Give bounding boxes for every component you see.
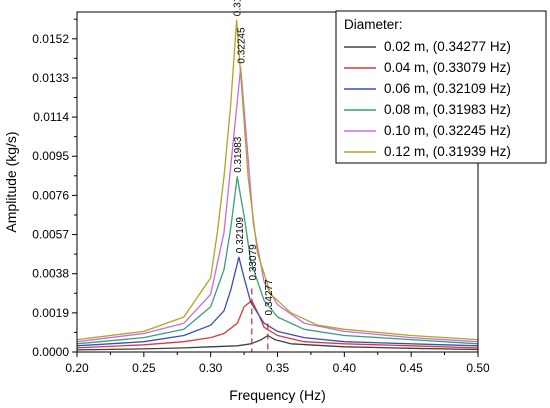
peak-label-2: 0.32109 (235, 217, 246, 254)
x-tick-label: 0.25 (132, 361, 156, 375)
y-tick-label: 0.0076 (32, 188, 69, 202)
peak-label-5: 0.31939 (233, 0, 244, 16)
series-line-3 (76, 176, 479, 345)
legend-entry-0: 0.02 m, (0.34277 Hz) (384, 39, 511, 54)
y-axis-ticks: 0.0000 0.0019 0.0038 0.0057 0.0076 0.0095 0.01… (32, 18, 77, 359)
y-axis-title: Amplitude (kg/s) (3, 131, 19, 232)
x-tick-label: 0.40 (333, 361, 357, 375)
peak-label-0: 0.34277 (264, 279, 275, 316)
x-tick-label: 0.50 (466, 361, 490, 375)
y-tick-label: 0.0000 (32, 345, 69, 359)
series-line-5 (76, 19, 479, 341)
y-tick-label: 0.0133 (32, 71, 69, 85)
legend-box (335, 10, 547, 164)
y-tick-label: 0.0038 (32, 267, 69, 281)
legend: Diameter: 0.02 m, (0.34277 Hz) 0.04 m, (0… (335, 10, 547, 164)
legend-entry-1: 0.04 m, (0.33079 Hz) (384, 60, 511, 75)
peak-label-3: 0.31983 (233, 136, 244, 173)
legend-entry-5: 0.12 m, (0.31939 Hz) (384, 144, 511, 159)
x-tick-label: 0.30 (199, 361, 223, 375)
y-tick-label: 0.0057 (32, 228, 69, 242)
series-line-2 (76, 256, 479, 347)
legend-entry-2: 0.06 m, (0.32109 Hz) (384, 81, 511, 96)
peak-label-4: 0.32245 (237, 27, 248, 64)
x-axis-title: Frequency (Hz) (229, 387, 325, 403)
series-line-0 (76, 334, 479, 351)
y-tick-label: 0.0019 (32, 306, 69, 320)
y-tick-label: 0.0114 (33, 110, 69, 124)
legend-entry-4: 0.10 m, (0.32245 Hz) (384, 123, 511, 138)
series-line-4 (76, 66, 479, 343)
series-layer (76, 19, 479, 351)
y-tick-label: 0.0152 (32, 32, 69, 46)
legend-items: 0.02 m, (0.34277 Hz) 0.04 m, (0.33079 Hz)… (344, 39, 511, 159)
x-tick-label: 0.35 (266, 361, 290, 375)
legend-title: Diameter: (344, 17, 403, 32)
legend-entry-3: 0.08 m, (0.31983 Hz) (384, 102, 511, 117)
x-tick-label: 0.45 (399, 361, 423, 375)
peak-label-1: 0.33079 (248, 244, 259, 281)
x-tick-label: 0.20 (65, 361, 89, 375)
y-tick-label: 0.0095 (32, 149, 69, 163)
x-axis-ticks: 0.20 0.25 0.30 0.35 0.40 0.45 0.50 (65, 352, 490, 375)
